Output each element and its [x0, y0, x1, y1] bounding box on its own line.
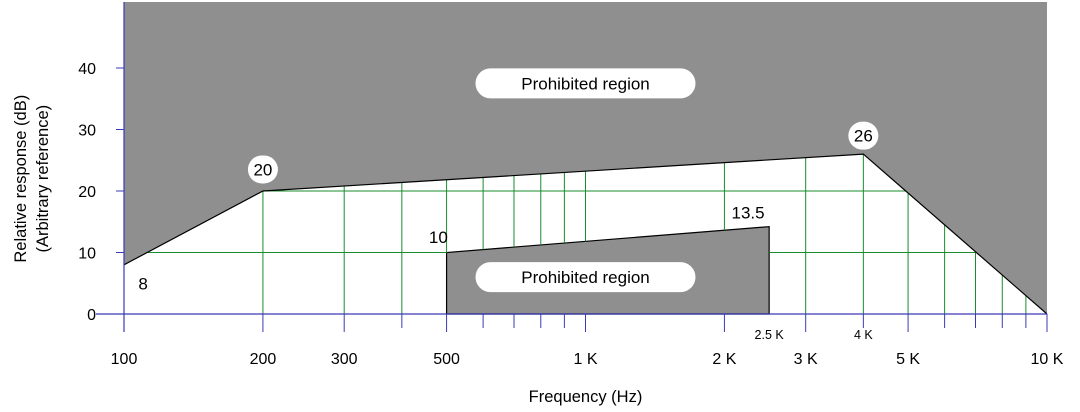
x-tick-label: 1 K [573, 351, 597, 368]
y-tick-label: 40 [78, 61, 96, 78]
region-label: Prohibited region [521, 74, 650, 93]
region-label: Prohibited region [521, 268, 650, 287]
y-tick-label: 20 [78, 184, 96, 201]
region-label-box [475, 68, 696, 99]
upper-prohibited-region [124, 2, 1047, 314]
axes [96, 2, 1048, 332]
x-tick-label: 200 [250, 351, 277, 368]
point-label: 26 [854, 127, 873, 146]
x-axis-title: Frequency (Hz) [529, 388, 643, 406]
x-tick-label: 300 [331, 351, 358, 368]
x-tick-label: 100 [111, 351, 138, 368]
x-tick-label-small: 2.5 K [755, 328, 785, 342]
region-and-point-labels: Prohibited region Prohibited region 8 20 10 1… [138, 68, 879, 293]
gridlines [147, 154, 1027, 314]
y-axis-title-line2: (Arbitrary reference) [34, 105, 52, 253]
point-label: 10 [429, 228, 448, 247]
point-label: 8 [138, 274, 147, 293]
y-axis-title-line1: Relative response (dB) [12, 95, 30, 263]
point-label-badge [247, 155, 278, 184]
point-label: 13.5 [731, 204, 764, 223]
axis-titles: Frequency (Hz) Relative response (dB) (Arb… [12, 95, 642, 406]
y-tick-label: 0 [87, 307, 96, 324]
point-label: 20 [253, 160, 272, 179]
x-tick-label: 3 K [794, 351, 818, 368]
x-tick-label: 10 K [1031, 351, 1064, 368]
x-tick-label: 2 K [712, 351, 736, 368]
tick-labels: 100 200 300 500 1 K 2 K 3 K 5 K 10 K 2.5 K 4 K 0 10 2… [78, 61, 1064, 368]
y-tick-label: 10 [78, 246, 96, 263]
point-label-badge [728, 198, 769, 227]
x-tick-label-small: 4 K [854, 328, 873, 342]
response-boundary [123, 153, 1048, 315]
x-tick-label: 5 K [896, 351, 920, 368]
region-label-box [475, 262, 696, 293]
point-label-badge [848, 121, 879, 150]
x-tick-label: 500 [433, 351, 460, 368]
y-tick-label: 30 [78, 123, 96, 140]
upper-boundary-line [123, 153, 1048, 315]
